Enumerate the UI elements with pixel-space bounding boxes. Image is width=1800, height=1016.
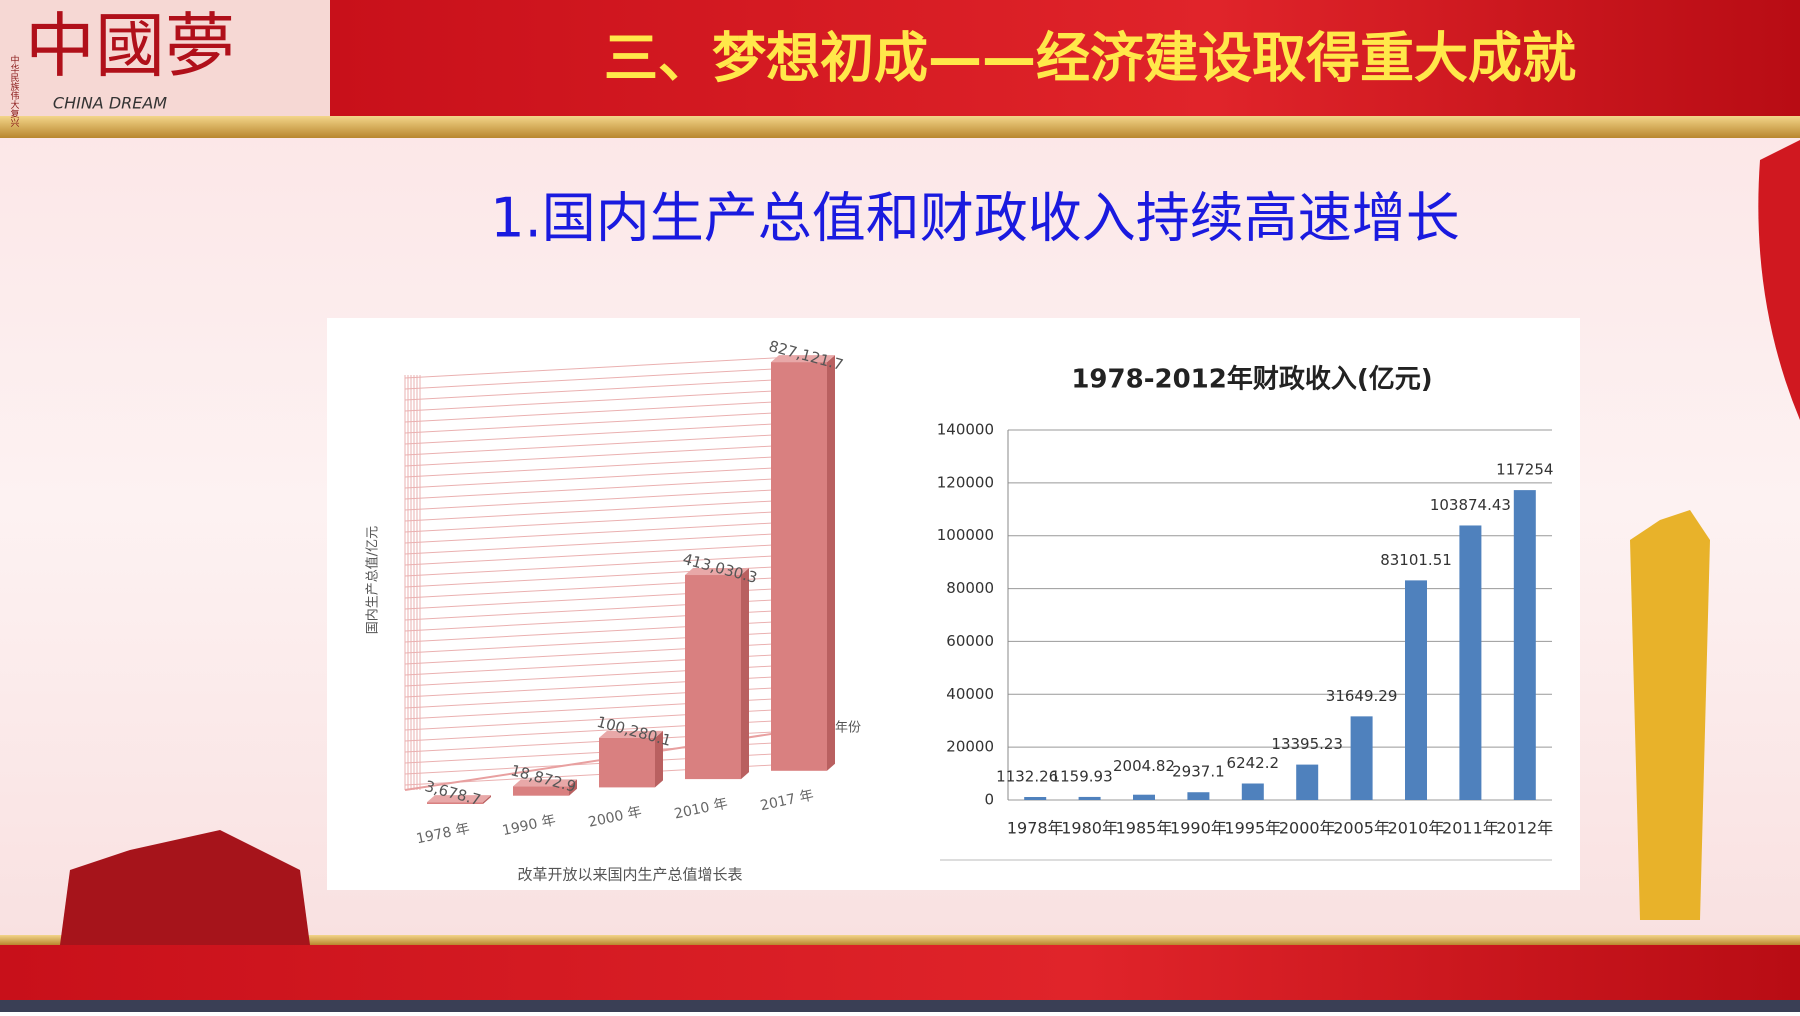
gate-decoration: [60, 830, 310, 945]
back-wall-line: [404, 388, 811, 412]
x-tick-label: 1995年: [1224, 819, 1281, 838]
bar: [771, 362, 827, 771]
logo-small: 中华民族伟大复兴: [9, 54, 20, 128]
logo-area: [0, 0, 330, 116]
x-tick-label: 2011年: [1442, 819, 1499, 838]
value-label: 1132.26: [996, 768, 1058, 786]
back-wall-line: [404, 498, 811, 522]
bar-top: [771, 355, 835, 363]
y-tick-label: 0: [984, 791, 994, 809]
y-tick-label: 20000: [946, 738, 994, 756]
bar-side: [741, 568, 749, 780]
back-wall-line: [404, 421, 811, 445]
bar: [685, 575, 741, 780]
bar: [1187, 792, 1210, 800]
back-wall-line: [404, 531, 811, 555]
x-tick-label: 2012年: [1496, 819, 1553, 838]
y-tick-label: 100000: [937, 526, 994, 544]
x-tick-label: 2005年: [1333, 819, 1390, 838]
bar: [513, 786, 569, 796]
value-label: 117254: [1496, 461, 1553, 479]
value-label: 6242.2: [1227, 754, 1280, 772]
chart-title: 1978-2012年财政收入(亿元): [1071, 364, 1432, 395]
bar-top: [599, 730, 663, 738]
logo-sub: CHINA DREAM: [53, 94, 167, 113]
bar: [1513, 490, 1536, 800]
back-wall-line: [404, 454, 811, 478]
y-tick-label: 120000: [937, 473, 994, 491]
back-wall-line: [404, 476, 811, 500]
bar-top: [427, 795, 491, 803]
bar-side: [483, 795, 491, 804]
value-label: 31649.29: [1326, 687, 1398, 705]
subtitle: 1.国内生产总值和财政收入持续高速增长: [490, 187, 1460, 250]
bar: [1078, 796, 1101, 800]
bar-top: [513, 779, 577, 787]
ribbon-right: [1758, 140, 1800, 420]
back-wall-line: [404, 366, 811, 390]
header-title: 三、梦想初成——经济建设取得重大成就: [604, 27, 1576, 90]
x-tick-label: 1978年: [1007, 819, 1064, 838]
back-wall-line: [404, 355, 811, 379]
header-band: [330, 0, 1800, 116]
x-tick-label: 2010年: [1388, 819, 1445, 838]
back-wall-line: [404, 520, 811, 544]
footer-band: [0, 945, 1800, 1000]
bar: [1405, 580, 1427, 800]
bar-top: [685, 568, 749, 576]
back-wall-line: [404, 487, 811, 511]
back-wall-line: [404, 377, 811, 401]
back-wall-line: [404, 443, 811, 467]
bar: [1024, 797, 1047, 800]
chart-caption: 改革开放以来国内生产总值增长表: [517, 866, 742, 884]
pillar-decoration: [1630, 510, 1710, 920]
x-tick-label: 1980年: [1061, 819, 1118, 838]
x-tick-label: 2000年: [1279, 819, 1336, 838]
bar: [1133, 794, 1155, 800]
y-tick-label: 60000: [946, 632, 994, 650]
value-label: 103874.43: [1430, 496, 1511, 514]
footer-strip: [0, 1000, 1800, 1012]
x-tick-label: 1985年: [1116, 819, 1173, 838]
y-axis-label: 国内生产总值/亿元: [365, 526, 381, 634]
back-wall-line: [404, 410, 811, 434]
bar: [1350, 716, 1373, 800]
gold-strip: [0, 116, 1800, 138]
gold-strip-bottom: [0, 935, 1800, 945]
bar: [1459, 525, 1482, 800]
back-wall-line: [404, 432, 811, 456]
bar: [427, 802, 483, 804]
bar: [1296, 764, 1319, 800]
y-tick-label: 40000: [946, 685, 994, 703]
bar-side: [827, 355, 835, 771]
x-axis-label: 年份: [835, 721, 861, 736]
y-tick-label: 140000: [937, 421, 994, 439]
back-wall-line: [404, 509, 811, 533]
chart-panel: [327, 318, 1580, 890]
value-label: 83101.51: [1380, 551, 1452, 569]
value-label: 2004.82: [1113, 757, 1175, 775]
bar: [1241, 783, 1264, 800]
y-tick-label: 80000: [946, 579, 994, 597]
value-label: 13395.23: [1271, 735, 1343, 753]
logo: 中國夢: [25, 5, 235, 87]
bar-side: [569, 779, 577, 796]
bar-side: [655, 730, 663, 788]
value-label: 2937.1: [1172, 763, 1225, 781]
back-wall-line: [404, 465, 811, 489]
back-wall-line: [404, 399, 811, 423]
value-label: 1159.93: [1051, 767, 1113, 785]
x-tick-label: 1990年: [1170, 819, 1227, 838]
back-wall-line: [404, 542, 811, 566]
bar: [599, 737, 655, 788]
back-wall-line: [404, 553, 811, 577]
